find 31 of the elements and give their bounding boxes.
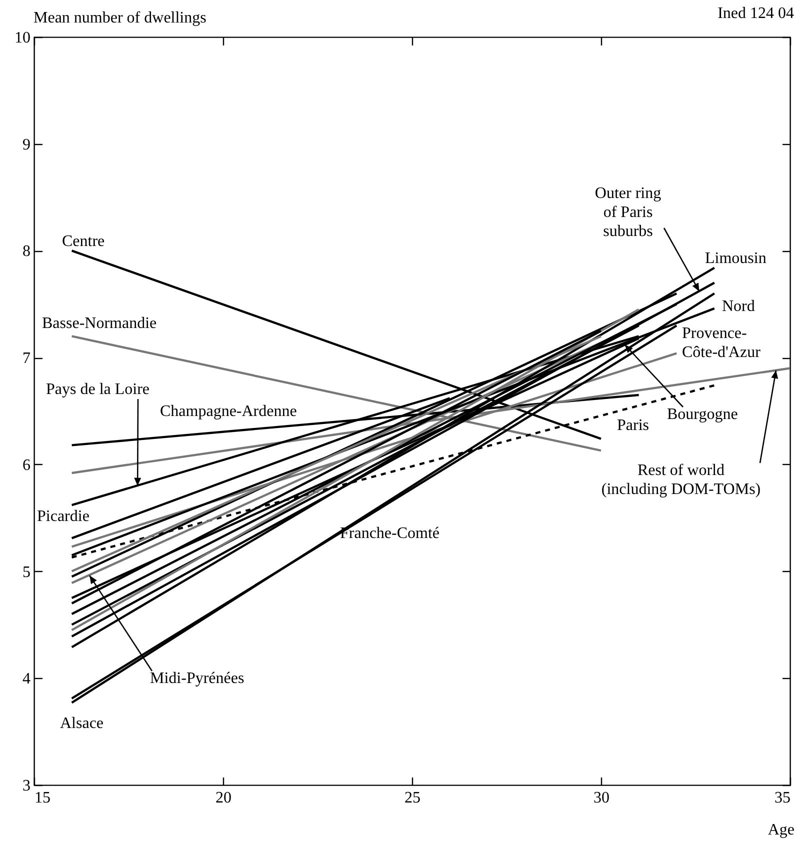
y-tick-label: 8 [22,243,30,260]
annotation: Rest of world (including DOM-TOMs) [601,462,761,498]
annotation: Bourgogne [667,406,738,423]
y-tick-label: 9 [22,136,30,154]
y-tick-label: 5 [22,564,30,581]
annotation: Alsace [60,715,104,732]
y-tick-label: 4 [22,670,30,688]
y-tick-label: 6 [22,456,30,474]
annotation: Provence- Côte-d'Azur [682,325,762,361]
annotation: Picardie [37,508,90,525]
annotation: Centre [62,233,105,250]
x-tick-label: 20 [216,790,232,806]
annotation: Franche-Comté [340,525,440,542]
annotation: Pays de la Loire [46,381,150,398]
x-tick-label: 35 [774,790,790,806]
y-tick-label: 3 [22,778,30,794]
annotation: Paris [617,417,649,434]
x-tick-label: 30 [594,790,610,806]
x-tick-label: 25 [404,790,420,806]
annotation: Nord [722,298,755,315]
annotation: Basse-Normandie [42,315,157,332]
x-axis-title: Age [768,822,794,838]
y-tick-label: 7 [22,350,30,368]
annotation: Midi-Pyrénées [150,670,244,687]
y-tick-label: 10 [14,30,30,46]
x-tick-label: 15 [34,790,50,806]
annotation: Outer ring of Paris suburbs [594,185,662,240]
text: Ined 124 04 [718,5,794,22]
y-axis-title: Mean number of dwellings [34,10,206,26]
annotation: Limousin [705,250,766,267]
annotation: Champagne-Ardenne [160,403,297,420]
